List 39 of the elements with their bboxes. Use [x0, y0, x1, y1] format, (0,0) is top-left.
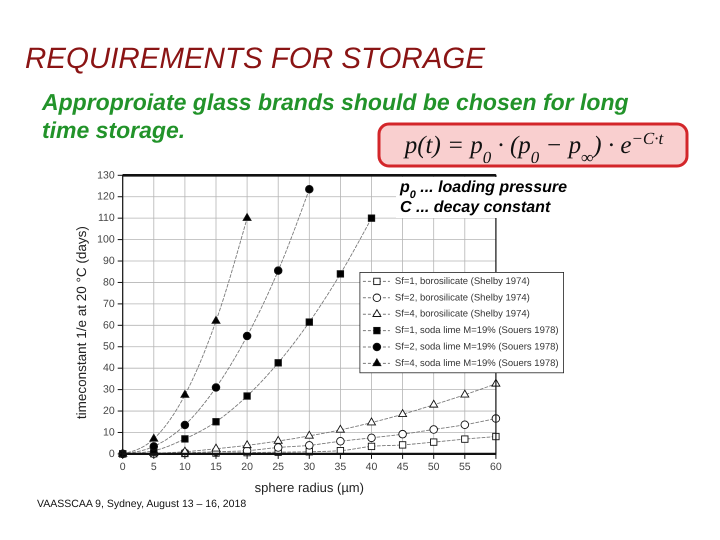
x-tick-label: 0 [120, 460, 126, 473]
legend-label: Sf=1, borosilicate (Shelby 1974) [394, 276, 530, 287]
x-tick-label: 45 [396, 460, 409, 473]
text: VAASSCAA 9, Sydney, August 13 – 16, 2018 [37, 498, 246, 510]
x-tick-label: 60 [490, 460, 502, 473]
y-tick-label: 120 [97, 190, 115, 203]
x-tick-label: 35 [334, 460, 346, 473]
y-tick-label: 90 [103, 255, 115, 268]
x-tick-label: 20 [241, 460, 254, 473]
y-tick-label: 130 [97, 169, 115, 182]
y-tick-label: 100 [97, 234, 115, 246]
x-axis-title: sphere radius (µm) [254, 480, 364, 495]
legend-label: Sf=4, borosilicate (Shelby 1974) [394, 308, 530, 320]
legend-label: Sf=1, soda lime M=19% (Souers 1978) [394, 325, 559, 336]
x-tick-label: 5 [150, 460, 157, 473]
annotation: C ... decay constant [400, 199, 551, 216]
x-tick-label: 40 [366, 460, 378, 473]
x-tick-label: 50 [428, 460, 440, 473]
y-tick-label: 10 [103, 426, 115, 438]
y-tick-label: 0 [108, 448, 115, 460]
y-tick-label: 110 [98, 212, 115, 224]
annotation: p$_{0}$ ... loading pressure [399, 179, 568, 201]
x-tick-label: 30 [303, 460, 316, 473]
x-tick-label: 10 [179, 460, 191, 473]
chart-title: REQUIREMENTS FOR STORAGE [25, 42, 486, 75]
x-tick-label: 15 [210, 460, 222, 473]
y-tick-label: 80 [103, 276, 115, 288]
y-tick-label: 30 [103, 384, 115, 396]
y-tick-label: 40 [103, 362, 115, 374]
y-tick-label: 60 [103, 319, 115, 332]
y-tick-label: 70 [103, 298, 115, 310]
legend-label: Sf=2, borosilicate (Shelby 1974) [394, 292, 530, 304]
y-tick-label: 20 [103, 405, 115, 418]
legend-label: Sf=4, soda lime M=19% (Souers 1978) [394, 358, 559, 369]
y-tick-label: 50 [103, 340, 115, 353]
x-tick-label: 55 [458, 460, 471, 473]
x-tick-label: 25 [272, 460, 284, 473]
y-axis-title: timeconstant 1/e at 20 °C (days) [74, 226, 89, 420]
legend-label: Sf=2, soda lime M=19% (Souers 1978) [394, 342, 559, 352]
